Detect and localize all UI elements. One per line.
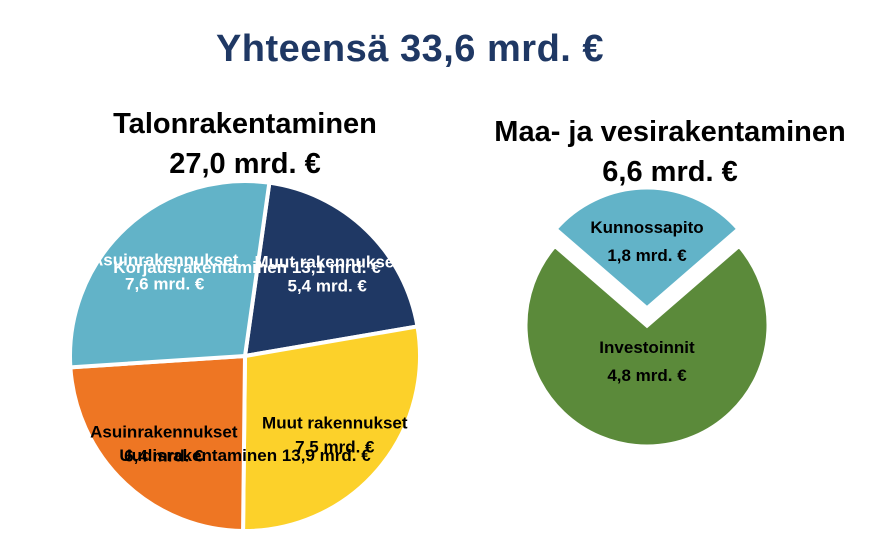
- pie-labels-talonrakentaminen: Muut rakennukset 5,4 mrd. € Muut rakennuks…: [90, 251, 408, 466]
- pie-slice-korjausrakentaminen-asuinrakennukset: [68, 179, 272, 370]
- pie-slice-kunnossapito: [551, 184, 743, 313]
- pie-slice-uudisrakentaminen-asuinrakennukset: [68, 353, 248, 534]
- slice-label: Investoinnit: [599, 338, 695, 357]
- slice-value-label: 4,8 mrd. €: [607, 366, 687, 385]
- chart-total-label: 6,6 mrd. €: [602, 156, 738, 188]
- pie-labels-maa-ja-vesirakentaminen: Investoinnit 4,8 mrd. € Kunnossapito 1,8 mr…: [590, 218, 703, 385]
- pie-chart-maa-ja-vesirakentaminen: [522, 184, 772, 450]
- chart-title-maa-ja-vesirakentaminen: Maa- ja vesirakentaminen 6,6 mrd. €: [480, 112, 860, 192]
- slice-value-label: 7,5 mrd. €: [295, 438, 375, 457]
- slice-label: Asuinrakennukset: [91, 251, 239, 270]
- slice-label: Asuinrakennukset: [90, 423, 238, 442]
- chart-title-talonrakentaminen: Talonrakentaminen 27,0 mrd. €: [60, 104, 430, 184]
- pie-slice-korjausrakentaminen-muut-rakennukset: [242, 180, 420, 359]
- chart-title-text: Maa- ja vesirakentaminen: [494, 116, 846, 148]
- slice-label: Muut rakennukset: [262, 414, 408, 433]
- group-label-korjausrakentaminen: Korjausrakentaminen 13,1 mrd. €: [113, 258, 381, 277]
- chart-title-text: Talonrakentaminen: [113, 108, 377, 140]
- slice-label: Kunnossapito: [590, 218, 703, 237]
- chart-total-label: 27,0 mrd. €: [169, 148, 321, 180]
- page-title: Yhteensä 33,6 mrd. €: [215, 28, 605, 70]
- pie-chart-talonrakentaminen: [68, 179, 422, 534]
- slice-value-label: 6,4 mrd. €: [124, 447, 204, 466]
- pie-slice-uudisrakentaminen-muut-rakennukset: [241, 324, 422, 533]
- pie-slice-investoinnit: [522, 241, 772, 450]
- slice-label: Muut rakennukset: [254, 252, 400, 271]
- slice-value-label: 1,8 mrd. €: [607, 246, 687, 265]
- slice-value-label: 5,4 mrd. €: [288, 276, 368, 295]
- slice-value-label: 7,6 mrd. €: [125, 275, 205, 294]
- group-label-uudisrakentaminen: Uudisrakentaminen 13,9 mrd. €: [119, 446, 371, 465]
